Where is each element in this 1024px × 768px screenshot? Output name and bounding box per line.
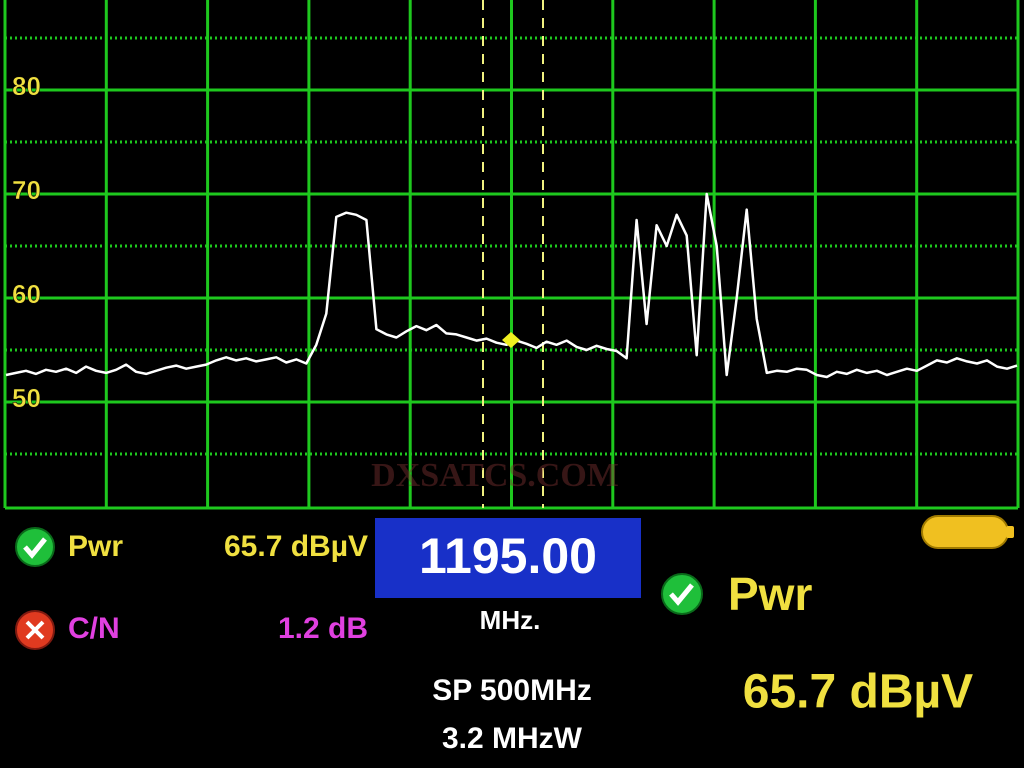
y-tick-label: 50 bbox=[12, 383, 41, 413]
bandwidth: 3.2 MHzW bbox=[442, 722, 583, 755]
frequency-box bbox=[375, 518, 641, 598]
frequency-unit: MHz. bbox=[480, 605, 541, 635]
cross-mark bbox=[25, 620, 45, 640]
battery-icon bbox=[921, 515, 1009, 549]
cn-value: 1.2 dB bbox=[278, 612, 368, 645]
frequency-value: 1195.00 bbox=[419, 528, 597, 584]
span: SP 500MHz bbox=[432, 674, 592, 707]
y-tick-label: 70 bbox=[12, 175, 41, 205]
battery-tip bbox=[1006, 526, 1014, 538]
pwr-value: 65.7 dBµV bbox=[224, 530, 368, 563]
readout-label: Pwr bbox=[728, 568, 812, 620]
check-mark bbox=[23, 537, 47, 559]
readout-value: 65.7 dBµV bbox=[743, 666, 973, 719]
check-mark bbox=[669, 583, 694, 606]
y-tick-label: 80 bbox=[12, 71, 41, 101]
marker bbox=[502, 332, 520, 348]
pwr-label: Pwr bbox=[68, 530, 123, 563]
cn-label: C/N bbox=[68, 612, 120, 645]
y-tick-label: 60 bbox=[12, 279, 41, 309]
ok-icon bbox=[15, 527, 55, 567]
spectrum-plot: 5060708090 bbox=[3, 0, 1020, 510]
watermark: DXSATCS.COM bbox=[371, 457, 619, 494]
